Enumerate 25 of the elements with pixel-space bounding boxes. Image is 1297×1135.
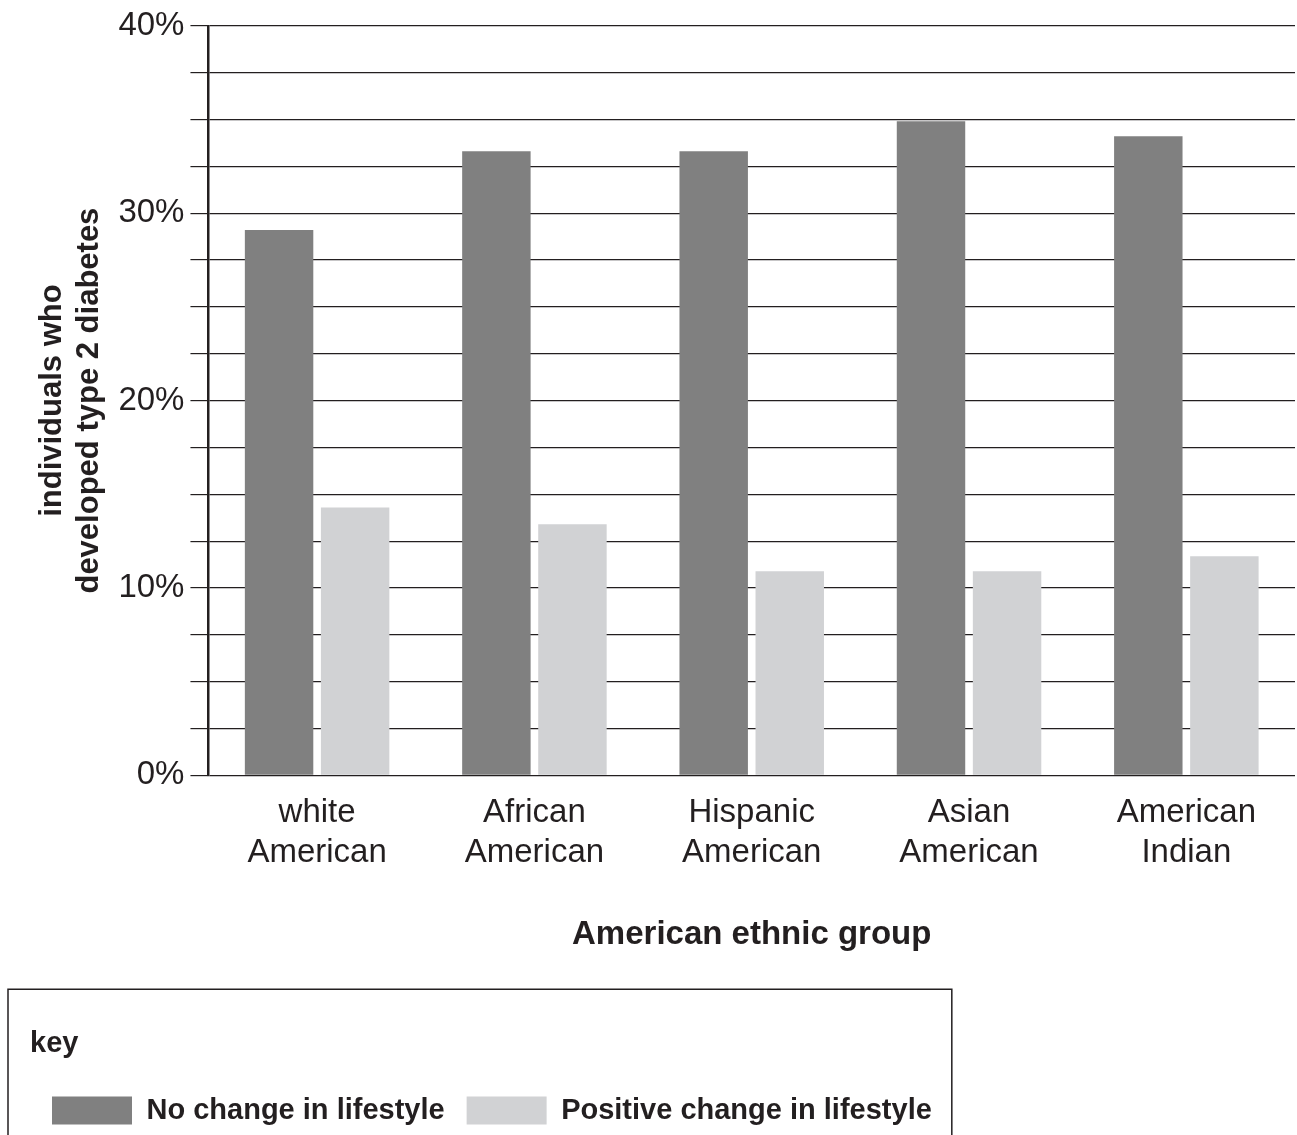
y-tick-label: 10% bbox=[118, 567, 185, 605]
bar bbox=[679, 151, 748, 775]
x-axis-title: American ethnic group bbox=[572, 914, 932, 952]
bar bbox=[462, 151, 531, 775]
y-axis-title: individuals who developed type 2 diabetes bbox=[33, 207, 106, 594]
y-tick-label: 40% bbox=[118, 4, 185, 42]
bar bbox=[244, 230, 314, 775]
x-tick-label: white American bbox=[247, 792, 387, 869]
y-tick-label: 20% bbox=[118, 379, 185, 417]
y-tick-label: 30% bbox=[118, 192, 185, 230]
x-tick-label: American Indian bbox=[1116, 792, 1257, 869]
y-tick-label: 0% bbox=[136, 754, 185, 792]
bar bbox=[538, 524, 607, 775]
legend-title: key bbox=[30, 1025, 79, 1058]
bar bbox=[1190, 556, 1259, 775]
legend-label: Positive change in lifestyle bbox=[561, 1092, 932, 1125]
legend-label: No change in lifestyle bbox=[146, 1092, 445, 1125]
x-tick-label: Asian American bbox=[899, 792, 1039, 869]
x-tick-label: African American bbox=[464, 792, 605, 869]
bar bbox=[896, 121, 966, 775]
x-tick-label: Hispanic American bbox=[682, 792, 822, 869]
bar bbox=[320, 507, 390, 775]
bar bbox=[755, 571, 824, 775]
bar bbox=[1114, 136, 1183, 775]
bar bbox=[972, 571, 1042, 775]
